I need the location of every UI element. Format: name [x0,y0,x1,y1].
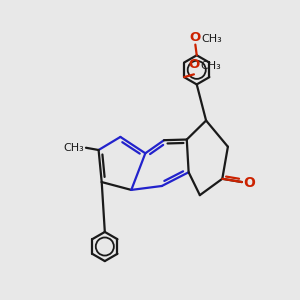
Text: O: O [189,58,200,71]
Text: CH₃: CH₃ [64,143,85,153]
Text: O: O [243,176,255,190]
Text: CH₃: CH₃ [201,61,221,71]
Text: O: O [190,31,201,44]
Text: CH₃: CH₃ [202,34,222,44]
